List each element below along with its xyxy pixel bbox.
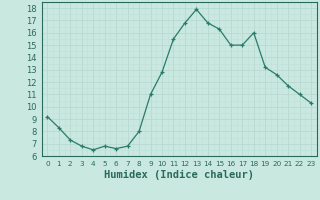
- X-axis label: Humidex (Indice chaleur): Humidex (Indice chaleur): [104, 170, 254, 180]
